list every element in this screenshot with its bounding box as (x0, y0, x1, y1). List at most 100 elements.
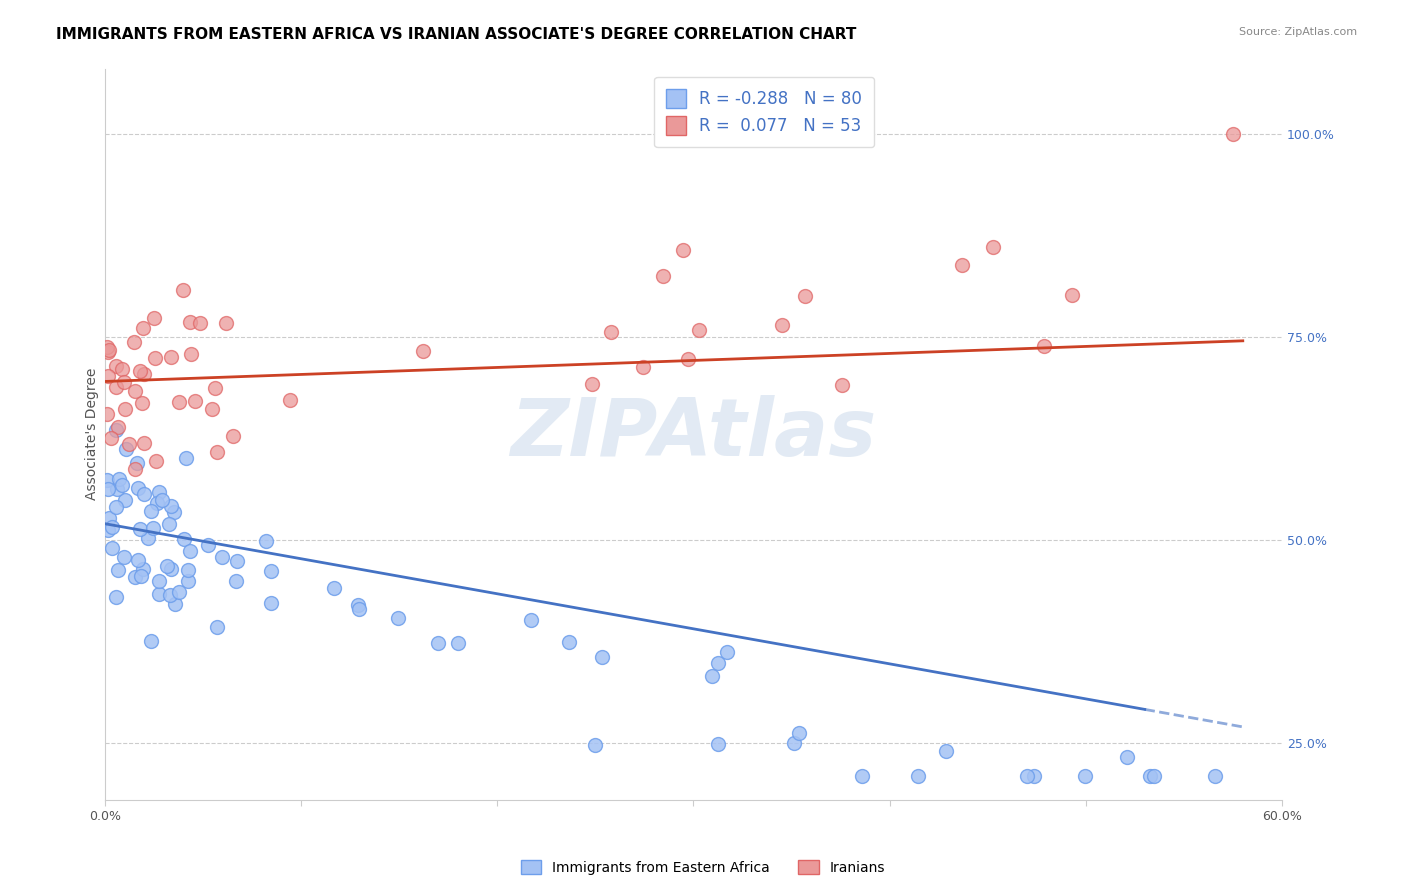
Point (112, 375, 135, 389)
Point (105, 500, 128, 514)
Point (1139, 769, 1161, 783)
Text: IMMIGRANTS FROM EASTERN AFRICA VS IRANIAN ASSOCIATE'S DEGREE CORRELATION CHART: IMMIGRANTS FROM EASTERN AFRICA VS IRANIA… (56, 27, 856, 42)
Point (188, 317, 211, 331)
Point (98, 343, 121, 357)
Point (122, 334, 145, 349)
Point (115, 442, 138, 456)
Point (707, 738, 730, 752)
Point (159, 588, 181, 602)
Point (157, 516, 180, 531)
Point (676, 352, 699, 367)
Point (226, 554, 249, 568)
Y-axis label: Associate's Degree: Associate's Degree (86, 368, 100, 500)
Point (672, 244, 695, 258)
Point (179, 544, 201, 558)
Point (132, 562, 155, 576)
Point (426, 636, 449, 650)
Point (132, 487, 155, 501)
Point (631, 360, 654, 375)
Point (145, 351, 167, 366)
Point (322, 581, 344, 595)
Point (591, 650, 613, 665)
Point (107, 420, 129, 434)
Point (111, 362, 134, 376)
Point (108, 472, 131, 486)
Point (132, 321, 155, 335)
Legend: R = -0.288   N = 80, R =  0.077   N = 53: R = -0.288 N = 80, R = 0.077 N = 53 (654, 77, 875, 147)
Point (201, 402, 224, 417)
Point (716, 645, 738, 659)
Legend: Immigrants from Eastern Africa, Iranians: Immigrants from Eastern Africa, Iranians (515, 855, 891, 880)
Point (259, 596, 281, 610)
Point (981, 240, 1004, 254)
Point (132, 436, 155, 450)
Point (107, 563, 129, 577)
Point (770, 318, 793, 333)
Point (215, 316, 238, 330)
Point (197, 538, 219, 552)
Point (131, 396, 153, 410)
Point (142, 521, 165, 535)
Point (1062, 288, 1084, 302)
Point (177, 574, 200, 589)
Point (1143, 769, 1166, 783)
Point (124, 462, 146, 476)
Point (97, 482, 120, 496)
Point (163, 597, 186, 611)
Point (100, 431, 122, 445)
Point (105, 380, 128, 394)
Point (851, 769, 873, 783)
Point (700, 669, 723, 683)
Point (148, 574, 170, 589)
Point (387, 611, 409, 625)
Point (1024, 769, 1046, 783)
Point (97, 523, 120, 537)
Point (207, 620, 229, 634)
Point (127, 553, 149, 567)
Point (101, 541, 124, 556)
Point (159, 351, 181, 365)
Point (347, 601, 370, 615)
Point (110, 478, 132, 492)
Text: Source: ZipAtlas.com: Source: ZipAtlas.com (1239, 27, 1357, 37)
Point (141, 504, 163, 518)
Point (412, 344, 434, 359)
Point (98, 511, 121, 525)
Point (96, 407, 118, 421)
Point (125, 456, 148, 470)
Point (167, 395, 190, 409)
Point (831, 377, 853, 392)
Point (96, 473, 118, 487)
Point (145, 453, 167, 467)
Point (159, 561, 181, 575)
Point (114, 402, 136, 417)
Point (160, 499, 183, 513)
Point (707, 657, 730, 671)
Point (1074, 769, 1097, 783)
Point (124, 384, 146, 398)
Point (172, 283, 194, 297)
Point (1032, 339, 1054, 353)
Point (148, 587, 170, 601)
Point (180, 347, 202, 361)
Point (254, 534, 277, 549)
Point (204, 381, 226, 395)
Point (112, 550, 135, 565)
Point (1115, 750, 1137, 764)
Point (557, 635, 579, 649)
Point (100, 520, 122, 534)
Point (127, 482, 149, 496)
Point (783, 736, 806, 750)
Point (141, 633, 163, 648)
Point (520, 613, 543, 627)
Point (163, 505, 186, 519)
Text: ZIPAtlas: ZIPAtlas (510, 395, 876, 474)
Point (347, 599, 370, 613)
Point (124, 570, 146, 584)
Point (225, 574, 247, 588)
Point (96, 340, 118, 354)
Point (136, 531, 159, 545)
Point (950, 258, 973, 272)
Point (148, 484, 170, 499)
Point (211, 550, 233, 565)
